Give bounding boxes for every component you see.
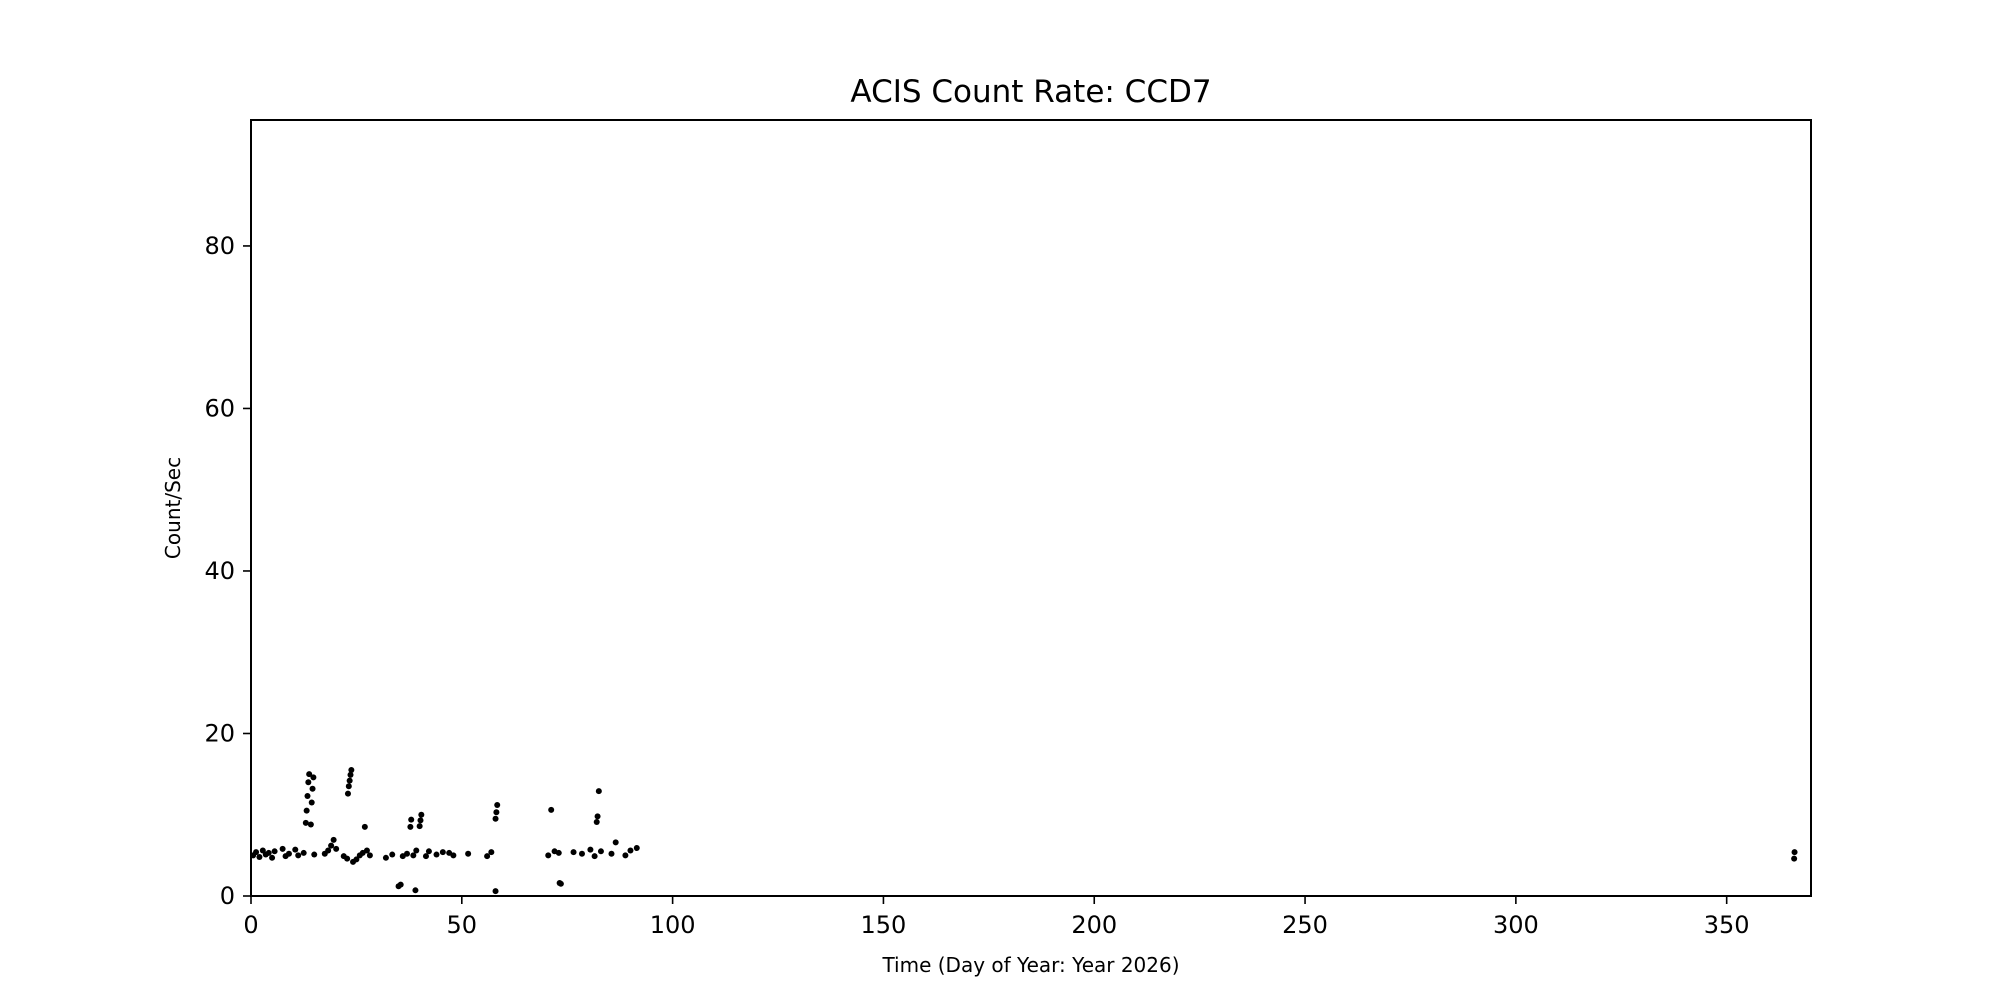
data-point	[578, 850, 585, 857]
data-point	[306, 771, 313, 778]
data-point	[425, 848, 432, 855]
data-point	[627, 847, 634, 854]
data-point	[433, 851, 440, 858]
data-point	[492, 888, 499, 895]
x-tick-label: 50	[447, 911, 478, 939]
data-point	[397, 881, 404, 888]
data-point	[382, 854, 389, 861]
x-tick-label: 250	[1282, 911, 1328, 939]
data-point	[310, 774, 317, 781]
data-point	[595, 788, 602, 795]
data-point	[416, 823, 423, 830]
plot-frame	[250, 119, 1812, 897]
data-point	[597, 848, 604, 855]
data-point	[418, 811, 425, 818]
x-tick-label: 200	[1071, 911, 1117, 939]
y-tick-label: 0	[220, 882, 235, 910]
data-point	[410, 852, 417, 859]
data-point	[366, 852, 373, 859]
data-point	[347, 771, 354, 778]
x-tick-label: 100	[650, 911, 696, 939]
data-point	[450, 852, 457, 859]
data-point	[594, 813, 601, 820]
data-point	[404, 850, 410, 857]
data-point	[417, 817, 424, 824]
data-point	[593, 819, 600, 826]
data-point	[545, 852, 552, 859]
data-point	[346, 777, 353, 784]
y-axis: 0 20 40 60 80	[204, 232, 251, 910]
chart-title: ACIS Count Rate: CCD7	[850, 74, 1211, 110]
data-point	[265, 849, 272, 856]
data-point	[353, 856, 360, 863]
y-tick-label: 80	[204, 232, 235, 260]
data-point	[587, 846, 594, 853]
data-point	[305, 779, 312, 786]
data-point	[303, 807, 310, 814]
data-point	[555, 849, 562, 856]
data-point	[307, 821, 314, 828]
data-point	[488, 849, 495, 856]
data-point	[439, 849, 446, 856]
data-point	[494, 801, 501, 808]
data-point	[1791, 855, 1798, 862]
data-point	[363, 847, 370, 854]
data-point	[548, 806, 555, 813]
data-point	[309, 785, 316, 792]
x-tick-label: 350	[1704, 911, 1750, 939]
plot-points	[250, 767, 1798, 895]
data-point	[269, 854, 276, 861]
data-point	[304, 793, 311, 800]
data-point	[300, 849, 307, 856]
data-point	[285, 850, 292, 857]
data-point	[330, 836, 337, 843]
data-point	[413, 847, 420, 854]
data-point	[622, 852, 629, 859]
data-point	[557, 880, 564, 887]
data-point	[348, 767, 355, 774]
data-point	[412, 887, 419, 894]
data-point	[344, 855, 351, 862]
data-point	[408, 816, 415, 823]
y-tick-label: 40	[204, 557, 235, 585]
y-axis-label: Count/Sec	[161, 457, 185, 559]
x-axis: 0 50 100 150 200 250 300 350	[243, 896, 1750, 939]
data-point	[591, 853, 598, 860]
data-point	[493, 809, 500, 816]
data-point	[492, 815, 499, 822]
data-point	[311, 851, 318, 858]
data-point	[325, 847, 332, 854]
data-point	[633, 845, 640, 852]
y-tick-label: 20	[204, 719, 235, 747]
data-point	[302, 819, 309, 826]
data-point	[308, 799, 315, 806]
data-point	[328, 842, 335, 849]
data-point	[361, 823, 368, 830]
data-point	[345, 783, 352, 790]
data-point	[608, 850, 615, 857]
data-point	[292, 846, 299, 853]
data-point	[271, 848, 278, 855]
data-point	[1791, 849, 1798, 856]
data-point	[344, 790, 351, 797]
data-point	[465, 850, 472, 857]
data-point	[570, 849, 577, 856]
x-tick-label: 300	[1493, 911, 1539, 939]
data-point	[253, 849, 260, 856]
x-tick-label: 0	[243, 911, 258, 939]
data-point	[279, 845, 286, 852]
data-point	[256, 853, 263, 860]
data-point	[295, 852, 302, 859]
x-tick-label: 150	[861, 911, 907, 939]
data-point	[484, 853, 491, 860]
data-point	[333, 845, 340, 852]
x-axis-label: Time (Day of Year: Year 2026)	[881, 953, 1179, 977]
y-tick-label: 60	[204, 394, 235, 422]
data-point	[389, 851, 396, 858]
data-point	[422, 853, 429, 860]
data-point	[612, 839, 619, 846]
data-point	[407, 823, 414, 830]
